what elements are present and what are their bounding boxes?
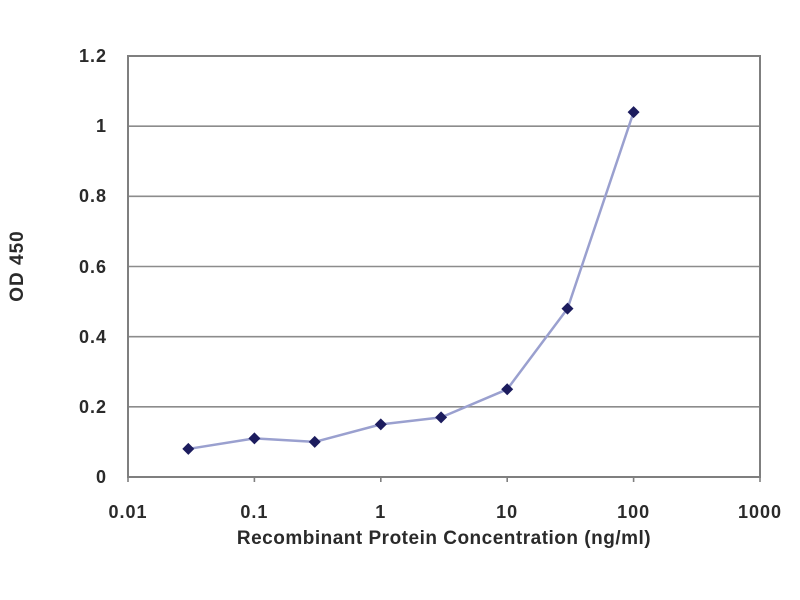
y-tick-label: 0.8 [78, 186, 107, 207]
y-tick-label: 0 [95, 467, 107, 487]
y-tick-label: 1 [95, 116, 107, 137]
data-point-marker [248, 432, 261, 445]
data-point-marker [501, 383, 514, 396]
data-point-marker [182, 442, 195, 455]
series-line [187, 110, 635, 451]
data-point-marker [435, 411, 448, 424]
y-tick-labels: 0 0.2 0.4 0.6 0.8 1 1.2 [0, 0, 107, 600]
x-tick-label: 1000 [737, 502, 783, 522]
x-tick-label: 100 [617, 502, 651, 522]
y-tick-label: 0.2 [78, 396, 107, 417]
data-point-marker [308, 435, 321, 448]
x-tick-label: 0.01 [108, 502, 148, 522]
data-point-marker [561, 302, 574, 315]
x-tick-label: 0.1 [240, 502, 269, 522]
x-axis-title: Recombinant Protein Concentration (ng/ml… [236, 528, 652, 549]
x-tick-label: 1 [375, 502, 387, 522]
x-tick-label: 10 [496, 502, 519, 522]
y-tick-label: 0.6 [78, 256, 107, 277]
data-point-marker [374, 418, 387, 431]
data-point-marker [627, 106, 640, 119]
y-tick-label: 1.2 [78, 46, 107, 66]
plot-border [127, 55, 761, 478]
y-tick-label: 0.4 [78, 326, 107, 347]
